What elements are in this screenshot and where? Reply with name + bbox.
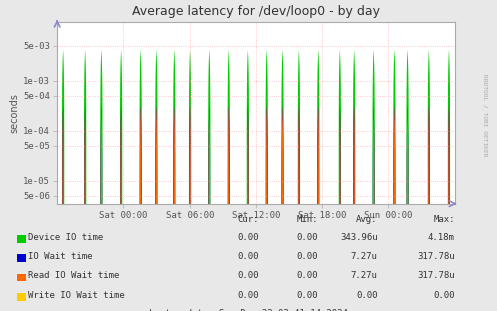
Text: 0.00: 0.00 [237,290,258,299]
Text: 4.18m: 4.18m [428,233,455,242]
Text: 0.00: 0.00 [433,290,455,299]
Text: 343.96u: 343.96u [340,233,378,242]
Text: 0.00: 0.00 [237,252,258,261]
Text: Last update: Sun Dec 22 03:41:14 2024: Last update: Sun Dec 22 03:41:14 2024 [149,309,348,311]
Text: 0.00: 0.00 [237,233,258,242]
Text: Write IO Wait time: Write IO Wait time [28,290,125,299]
Text: IO Wait time: IO Wait time [28,252,93,261]
Text: Max:: Max: [433,215,455,224]
Text: Min:: Min: [297,215,318,224]
Title: Average latency for /dev/loop0 - by day: Average latency for /dev/loop0 - by day [132,5,380,18]
Text: 0.00: 0.00 [297,271,318,280]
Text: RRDTOOL / TOBI OETIKER: RRDTOOL / TOBI OETIKER [482,74,487,156]
Text: 0.00: 0.00 [297,290,318,299]
Text: 0.00: 0.00 [297,252,318,261]
Text: 0.00: 0.00 [297,233,318,242]
Text: Cur:: Cur: [237,215,258,224]
Text: 317.78u: 317.78u [417,271,455,280]
Text: 317.78u: 317.78u [417,252,455,261]
Text: 0.00: 0.00 [356,290,378,299]
Text: 7.27u: 7.27u [351,271,378,280]
Text: Read IO Wait time: Read IO Wait time [28,271,120,280]
Y-axis label: seconds: seconds [9,93,19,133]
Text: 0.00: 0.00 [237,271,258,280]
Text: 7.27u: 7.27u [351,252,378,261]
Text: Device IO time: Device IO time [28,233,103,242]
Text: Avg:: Avg: [356,215,378,224]
